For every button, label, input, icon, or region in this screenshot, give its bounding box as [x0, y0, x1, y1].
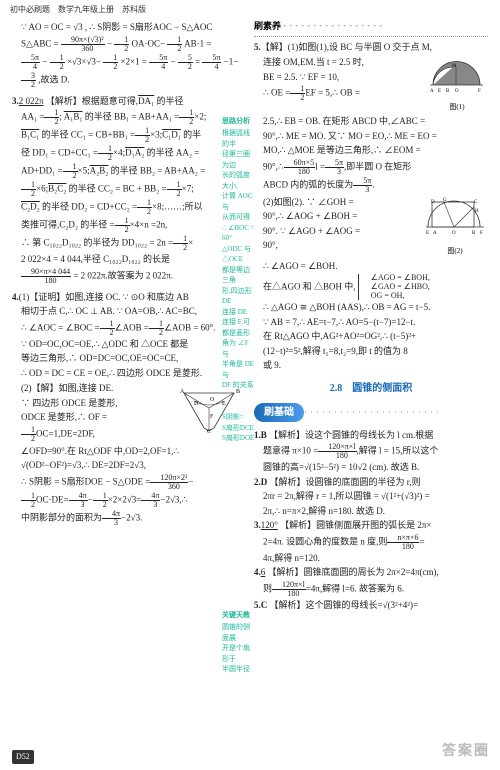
svg-text:F: F	[210, 414, 214, 420]
text: (2)如图(2). ∵ ∠GOH =	[254, 196, 422, 210]
svg-text:F: F	[478, 89, 481, 94]
text: (2)【解】如图,连接 DE.	[12, 382, 172, 396]
text: B₁C₁ 的半径 CC₁ = CB+BB₁ =12×3;C₁D₁ 的半	[12, 127, 246, 144]
text: 4π,解得 n=120.	[254, 552, 488, 566]
section-title-28: 2.8 圆锥的侧面积	[254, 381, 488, 396]
text: 或 9.	[254, 359, 488, 373]
figure-1: AEBOF M 图(1)	[428, 57, 486, 112]
q3: 3.120° 【解析】圆锥侧面展开图的弧长是 2π×	[254, 519, 488, 533]
page-number: D52	[12, 750, 34, 764]
text: ∴ ∠AOC = ∠BOC =12∠AOB =12∠AOB = 60°.	[12, 320, 246, 337]
text: ∵ AO = OC = √3 , ∴ S阴影 = S扇形AOC − S△AOC	[12, 21, 246, 35]
text: 90°,∴ ∠AOG + ∠BOH =	[254, 210, 422, 224]
text: 12OC=1,DE=2DF,	[12, 426, 172, 443]
text: 12×6;B₂C₂ 的半径 CC₂ = BC + BB₂ =12×7;	[12, 181, 246, 198]
text: 类推可得,C₂D₂ 的半径 =12×4×n =2n,	[12, 217, 246, 234]
svg-text:D: D	[431, 200, 435, 205]
q2: 2.D 【解析】设圆锥的底面圆的半径为 r,则	[254, 476, 488, 490]
formula: 12OC·DE=4π3−12×2×2√3=4π3−2√3,∴	[12, 492, 246, 509]
solution-5: 5.【解】(1)如图(1),设 BC 与半圆 O 交于点 M,	[254, 41, 488, 55]
text: C₂D₂ 的半径 DD₂ = CD+CC₂ =12×8;……;所以	[12, 199, 246, 216]
text: ∴ ∠AGO = ∠BOH.	[254, 260, 488, 274]
text: 径 DD₁ = CD+CC₁ =12×4;D₁A₂ 的半径 AA₂ =	[12, 145, 246, 162]
text: ∵ AB = 7,∴ AE=t−7,∴ AO=5−(t−7)=12−t.	[254, 316, 488, 330]
q4: 4.6 【解析】圆锥底面圆的周长为 2π×2=4π(cm),	[254, 566, 488, 580]
text: 2 022×4 = 4 044,半径 C₁₀₂₂D₁₀₂₂ 的长是	[12, 253, 246, 267]
text: 90°. ∵ ∠AGO + ∠AOG =	[254, 225, 422, 239]
figure-2: DGC H EAOBF 图(2)	[424, 197, 486, 257]
svg-text:G: G	[443, 198, 447, 203]
text: ∵ OD=OC,OC=OE,∴ △ODC 和 △OCE 都是	[12, 338, 246, 352]
margin-note-3: S阴影= S扇形DCE S扇形DOE	[222, 412, 256, 444]
text: 中阴影部分的面积为4π3−2√3.	[12, 510, 246, 527]
left-column: ∵ AO = OC = √3 , ∴ S阴影 = S扇形AOC − S△AOC …	[8, 20, 250, 613]
text: 等边三角形,∴ OD=DC=OC,OE=OC=CE,	[12, 352, 246, 366]
text: ∴ OD = DC = CE = OE,∴ 四边形 ODCE 是菱形.	[12, 367, 246, 381]
text: 2.5,∴ EB = OB. 在矩形 ABCD 中,∠ABC =	[254, 115, 488, 129]
text: 则120π×l180=4π,解得 l=6. 故答案为 6.	[254, 581, 488, 598]
section-header: 刷素养 ·················	[254, 20, 488, 37]
svg-text:B: B	[472, 231, 476, 236]
text: AA₁ =12; A₁B₁ 的半径 BB₁ = AB+AA₁ =12×2;	[12, 109, 246, 126]
q5: 5.C 【解析】这个圆锥的母线长=√(3²+4²)=	[254, 599, 488, 613]
svg-text:B: B	[446, 89, 450, 94]
text: (12−t)²=5²,解得 t₁=8,t₂=9,即 t 的值为 8	[254, 345, 488, 359]
text: ∴ OE =12EF = 5,∴ OB =	[254, 85, 426, 102]
text: AD+DD₁ =12×5;A₂B₂ 的半径 BB₂ = AB+AA₂ =	[12, 163, 246, 180]
margin-note-1: 思路分析	[222, 116, 250, 127]
text: 2π,∴ n=π×2,解得 n=180. 故选 D.	[254, 505, 488, 519]
text: 90°,∴ ME = MO. 又∵ MO = EO,∴ ME = EO =	[254, 130, 488, 144]
solution-3: 3.2 022π 【解析】根据题意可得,DA₁ 的半径	[12, 95, 246, 109]
text: ∴ △AGO ≅ △BOH (AAS),∴ OB = AG = t−5.	[254, 301, 488, 315]
formula: 32 ,故选 D.	[12, 72, 246, 89]
svg-text:M: M	[452, 64, 457, 69]
text: 90°,	[254, 239, 422, 253]
text: ODCE 是菱形,∴ OF =	[12, 411, 172, 425]
text: BE = 2.5. ∵ EF = 10,	[254, 71, 426, 85]
text: √(OD²−OF²)=√3,∴ DE=2DF=2√3,	[12, 459, 246, 473]
svg-text:A: A	[433, 231, 437, 236]
solution-4: 4.(1)【证明】如图,连接 OC. ∵ ⊙O 和底边 AB	[12, 291, 246, 305]
margin-note-4: 关键天教	[222, 610, 250, 621]
text: 连接 OM,EM.当 t = 2.5 时,	[254, 56, 426, 70]
text: 圆锥的高=√(15²−5²) = 10√2 (cm). 故选 B.	[254, 461, 488, 475]
svg-text:O: O	[455, 89, 459, 94]
text: ∴ 第 C₁₀₂₂D₁₀₂₂ 的半径为 DD₁₀₂₂ = 2n =12×	[12, 235, 246, 252]
text: 2=4π. 设圆心角的度数是 n 度,则n×π×6180=	[254, 534, 488, 551]
svg-text:E: E	[438, 89, 441, 94]
formula: 90×π×4 044180 = 2 022π.故答案为 2 022π.	[12, 268, 246, 285]
svg-text:A: A	[430, 89, 434, 94]
formula: ∴ S阴影 = S扇形DOE − S△ODE =120π×2²360−	[12, 474, 246, 491]
svg-text:C: C	[207, 429, 211, 433]
text: 在 Rt△AGO 中,AG²+AO²=OG²,∴ (t−5)²+	[254, 330, 488, 344]
svg-text:C: C	[474, 200, 478, 205]
svg-text:O: O	[210, 397, 215, 403]
text: 相切于点 C,∴ OC ⊥ AB. ∵ OA=OB,∴ AC=BC,	[12, 305, 246, 319]
q1: 1.B 【解析】设这个圆锥的母线长为 l cm.根据	[254, 429, 488, 443]
svg-text:F: F	[480, 231, 483, 236]
svg-text:E: E	[426, 231, 429, 236]
text: 题意得 π×10 =120×π×l180,解得 l = 15,所以这个	[254, 443, 488, 460]
margin-note-2: 根据弧线的半 径第三圈为边 长的弧度大小, 计算 AOC 与 从而可得 ∴ ∠B…	[222, 128, 256, 391]
text: MO,∴ △MOE 是等边三角形,∴ ∠EOM =	[254, 144, 488, 158]
formula: 5π4 − 12 ×√3×√3− 12 ×2×1 = 5π4 − 52 = 5π…	[12, 54, 246, 71]
svg-text:O: O	[452, 231, 456, 236]
right-column: 刷素养 ················· 5.【解】(1)如图(1),设 BC…	[250, 20, 492, 613]
margin-note-5: 圆锥的侧面展 开是个扇形于 半圆半径	[222, 622, 256, 675]
badge-basics: 刷基础·······················	[254, 400, 488, 425]
svg-text:D: D	[194, 401, 199, 407]
svg-text:A: A	[180, 389, 185, 395]
svg-text:E: E	[222, 401, 226, 407]
text: ∵ 四边形 ODCE 是菱形,	[12, 397, 172, 411]
svg-text:H: H	[475, 209, 479, 214]
formula: S△ABC = 90π×(√3)²360 − 12 OA·OC− 12 AB·1…	[12, 36, 246, 53]
formula: 90°,∴60π×5180l =5π3,即半圆 O 在矩形	[254, 159, 488, 176]
text: ABCD 内的弧的长度为5π3.	[254, 177, 488, 194]
text: 在△AGO 和 △BOH 中, ∠AGO = ∠BOH, ∠GAO = ∠HBO…	[254, 274, 488, 300]
watermark: 答案圈	[442, 741, 490, 762]
page-header: 初中必刷题 数学九年级上册 苏科版	[0, 0, 500, 20]
text: 2πr = 2π,解得 r = 1,所以圆锥 = √(1²+(√3)²) =	[254, 490, 488, 504]
text: ∠OFD=90°.在 Rt△ODF 中,OD=2,OF=1,∴	[12, 445, 246, 459]
